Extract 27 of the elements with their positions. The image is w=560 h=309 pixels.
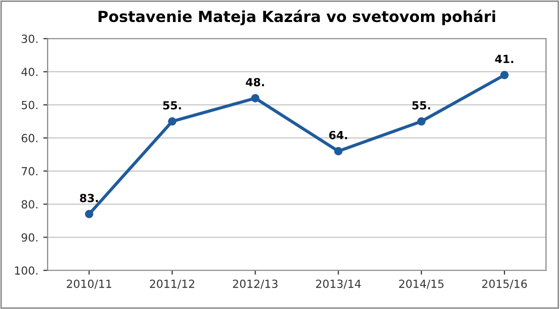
data-label: 64. xyxy=(329,130,348,140)
point xyxy=(251,94,260,102)
y-tick-label: 90. xyxy=(22,233,38,242)
x-tick-label: 2014/15 xyxy=(399,280,444,289)
y-tick-label: 100. xyxy=(15,266,38,275)
x-tick-label: 2011/12 xyxy=(150,280,194,289)
data-label: 41. xyxy=(495,54,514,64)
data-label: 55. xyxy=(412,101,430,110)
x-tick-label: 2010/11 xyxy=(66,280,112,289)
x-tick-label: 2015/16 xyxy=(482,280,527,289)
y-tick-label: 70. xyxy=(22,167,38,176)
y-tick-label: 30. xyxy=(22,34,38,44)
data-label: 83. xyxy=(80,194,98,202)
x-tick-label: 2012/13 xyxy=(233,280,278,289)
y-tick-label: 40. xyxy=(21,68,38,76)
y-tick-label: 80. xyxy=(22,200,38,209)
data-label: 48. xyxy=(246,78,264,86)
point xyxy=(84,210,94,218)
point xyxy=(168,117,176,126)
chart-title: Postavenie Mateja Kazára vo svetovom pohári xyxy=(98,10,496,26)
y-tick-label: 60. xyxy=(22,134,38,142)
point xyxy=(334,147,342,156)
point xyxy=(500,70,509,80)
y-tick-label: 50. xyxy=(22,100,38,110)
x-tick-label: 2013/14 xyxy=(316,280,361,289)
point xyxy=(417,117,426,126)
data-label: 55. xyxy=(163,101,181,110)
